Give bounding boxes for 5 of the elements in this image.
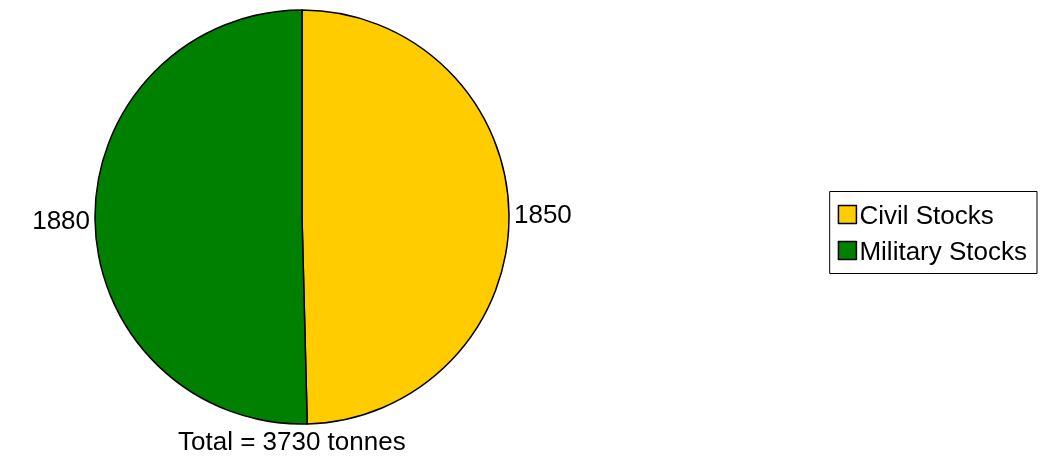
legend-label: Civil Stocks bbox=[859, 199, 994, 230]
data-label: 1850 bbox=[513, 199, 572, 230]
data-label: 1880 bbox=[32, 204, 91, 235]
text: Total = 3730 tonnes bbox=[178, 426, 406, 456]
legend-label: Military Stocks bbox=[859, 235, 1027, 266]
